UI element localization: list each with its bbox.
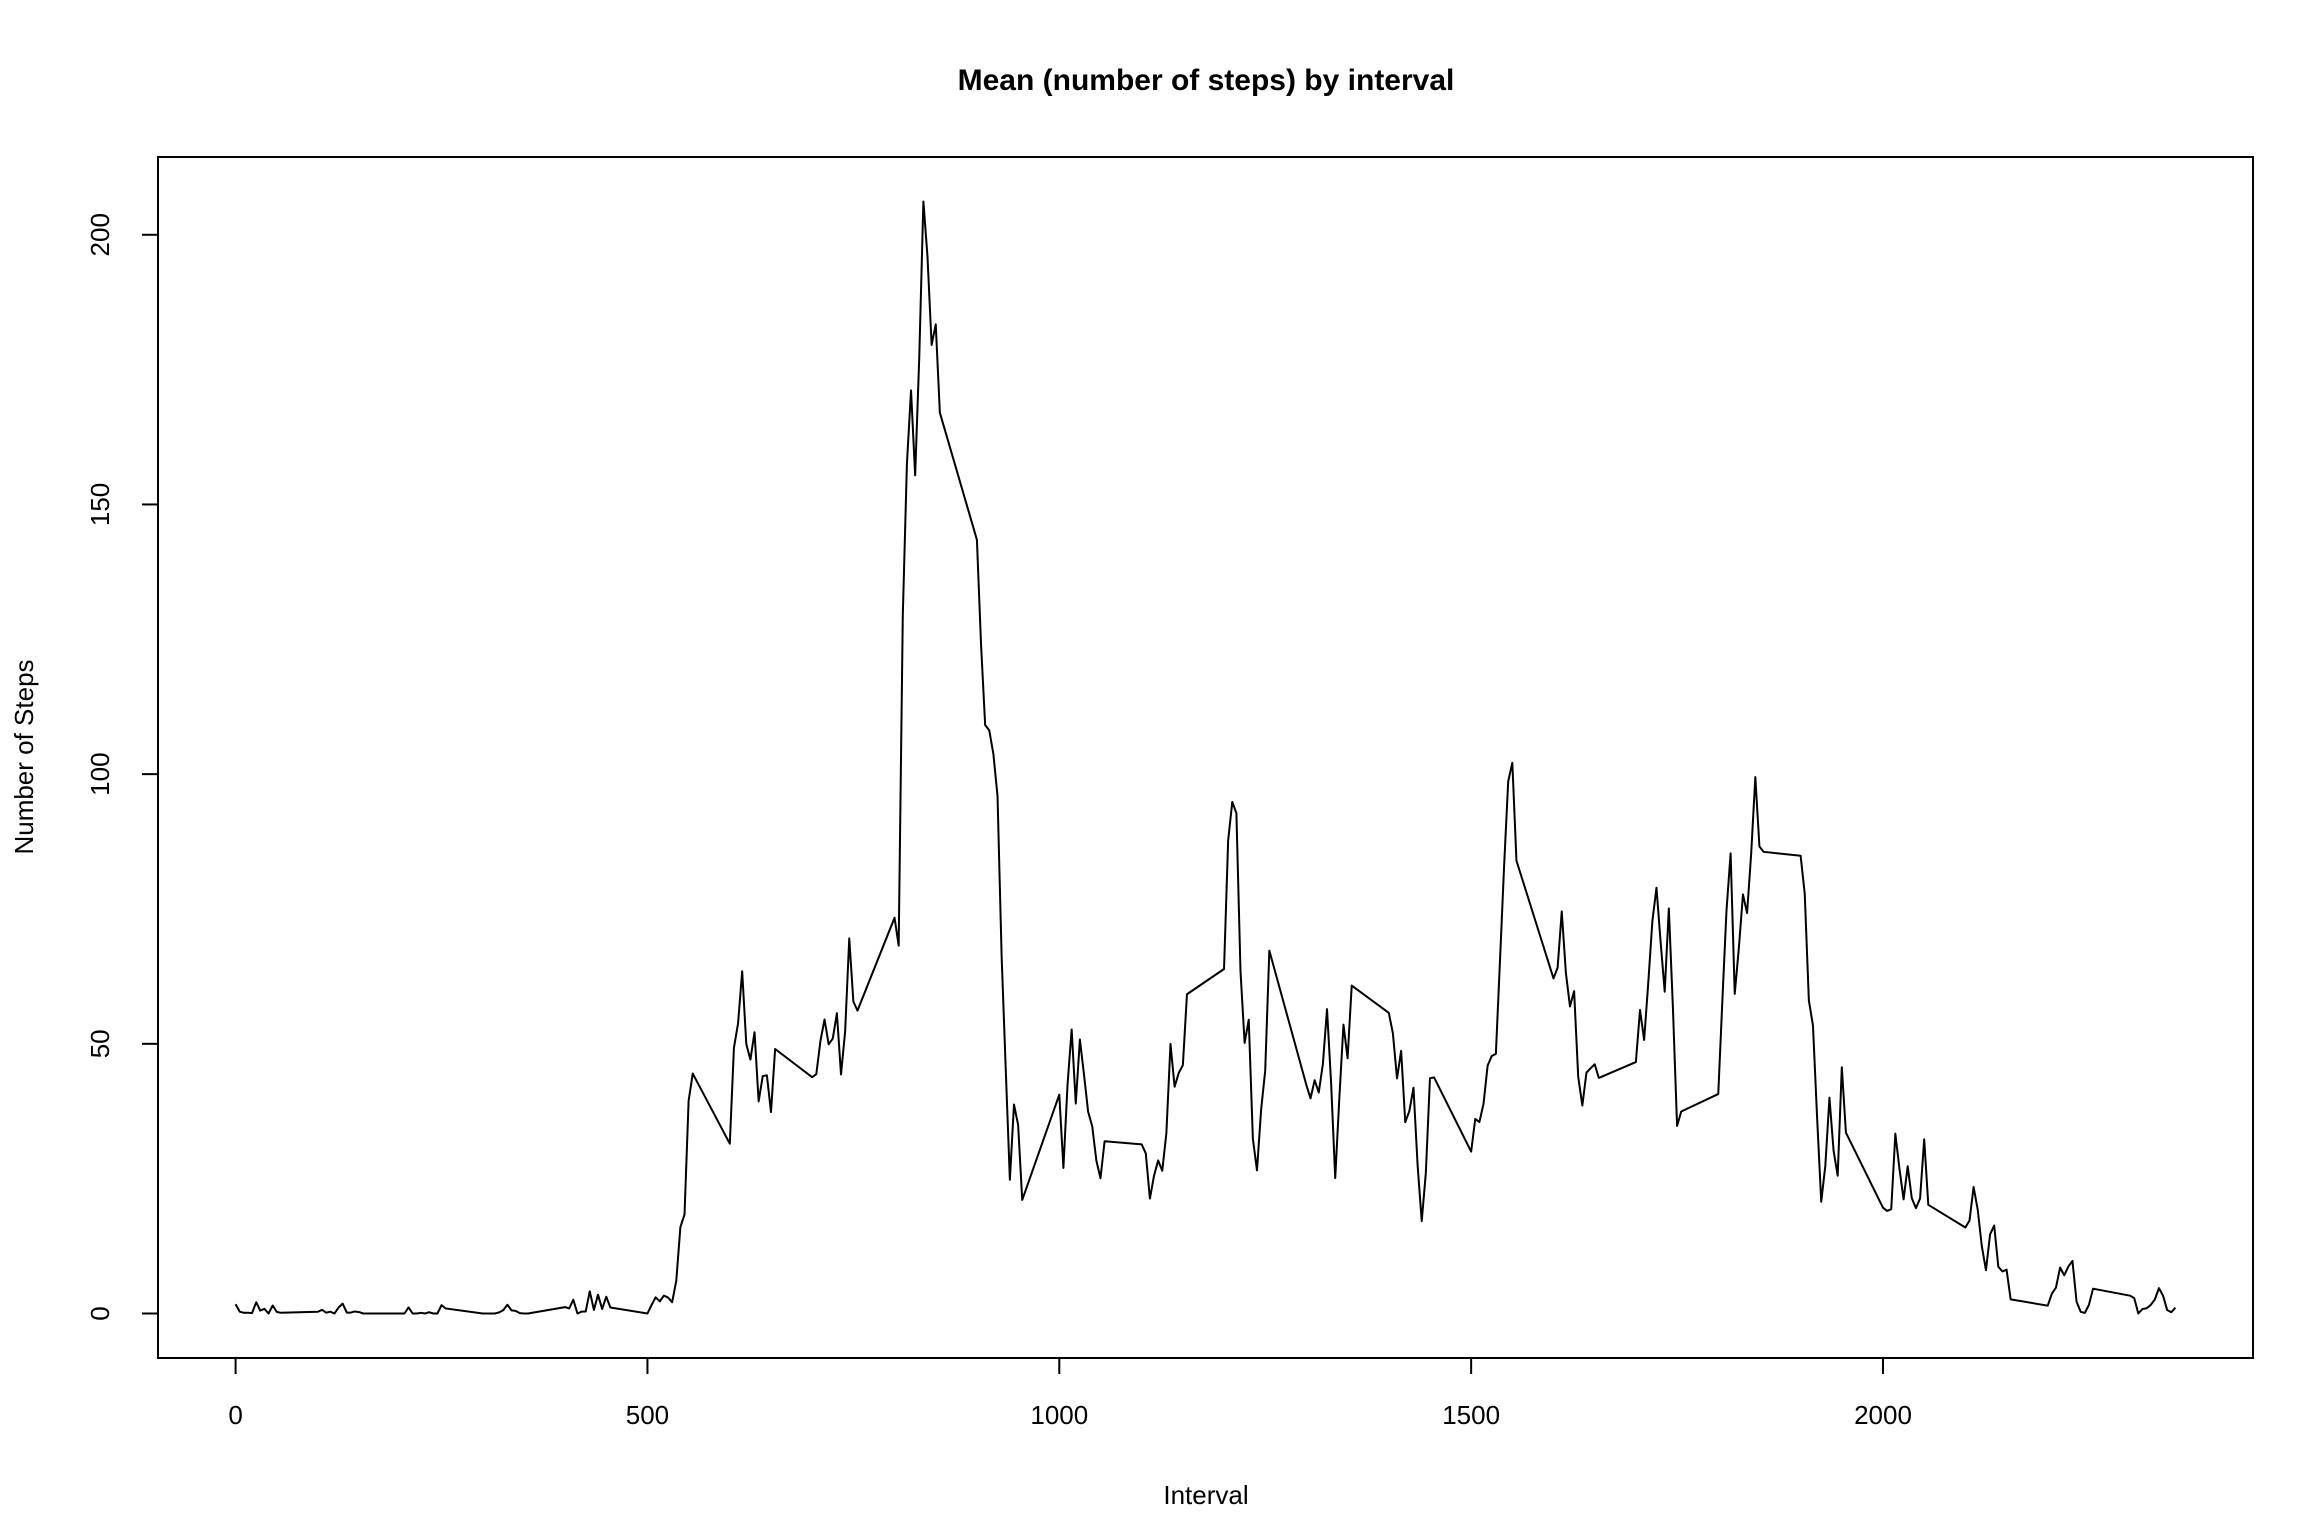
x-axis-label: Interval	[1163, 1480, 1248, 1510]
y-axis-label: Number of Steps	[9, 659, 39, 854]
chart-title: Mean (number of steps) by interval	[958, 64, 1455, 97]
y-tick-label: 0	[85, 1306, 115, 1320]
y-tick-label: 150	[85, 483, 115, 526]
y-tick-label: 50	[85, 1029, 115, 1058]
y-tick-label: 200	[85, 213, 115, 256]
x-tick-label: 0	[228, 1400, 242, 1430]
x-tick-label: 500	[626, 1400, 669, 1430]
y-tick-label: 100	[85, 752, 115, 795]
x-tick-label: 1000	[1030, 1400, 1088, 1430]
plot-box	[157, 156, 2254, 1359]
x-tick-label: 1500	[1442, 1400, 1500, 1430]
data-line	[234, 200, 2177, 1315]
x-tick-label: 2000	[1854, 1400, 1912, 1430]
